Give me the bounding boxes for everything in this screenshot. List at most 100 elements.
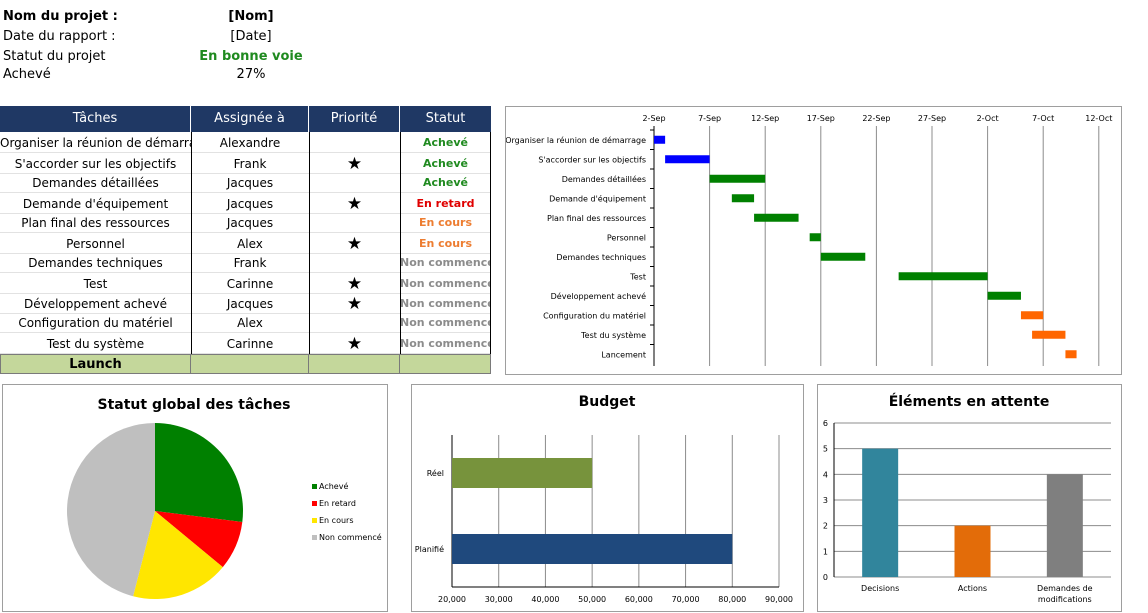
assignee-cell[interactable]: Jacques bbox=[191, 194, 309, 214]
priority-cell[interactable]: ★ bbox=[309, 334, 400, 354]
budget-x-tick-label: 80,000 bbox=[718, 595, 746, 604]
pending-y-tick-label: 5 bbox=[823, 445, 828, 454]
priority-star-icon: ★ bbox=[346, 194, 363, 214]
gantt-x-tick-label: 12-Oct bbox=[1085, 114, 1112, 123]
task-name-cell[interactable]: Demandes techniques bbox=[0, 253, 191, 273]
status-cell[interactable]: En cours bbox=[400, 234, 491, 254]
pending-y-tick-label: 6 bbox=[823, 419, 828, 428]
pending-category-label: modifications bbox=[1038, 595, 1092, 604]
gantt-x-tick-label: 2-Sep bbox=[642, 114, 665, 123]
report-date-label: Date du rapport : bbox=[3, 29, 116, 44]
gantt-task-bar bbox=[1032, 330, 1066, 339]
assignee-cell[interactable]: Jacques bbox=[191, 294, 309, 314]
legend-label: Achevé bbox=[319, 481, 348, 491]
launch-row-cell bbox=[400, 354, 491, 374]
budget-category-label: Planifié bbox=[415, 544, 444, 554]
task-name-cell[interactable]: Test bbox=[0, 274, 191, 294]
budget-bar bbox=[452, 534, 733, 564]
legend-swatch bbox=[312, 501, 317, 506]
gantt-task-bar bbox=[987, 291, 1021, 300]
pie-slice bbox=[155, 423, 243, 523]
status-cell[interactable]: Non commencé bbox=[400, 334, 491, 354]
priority-cell[interactable]: ★ bbox=[309, 194, 400, 214]
priority-cell[interactable]: ★ bbox=[309, 274, 400, 294]
gantt-task-label: Demande d'équipement bbox=[549, 193, 646, 203]
task-name-cell[interactable]: Organiser la réunion de démarrage bbox=[0, 133, 191, 153]
gantt-x-tick-label: 22-Sep bbox=[862, 114, 890, 123]
column-header-assignee[interactable]: Assignée à bbox=[191, 106, 309, 132]
budget-bar bbox=[452, 458, 593, 488]
task-name-cell[interactable]: Configuration du matériel bbox=[0, 313, 191, 333]
legend-swatch bbox=[312, 535, 317, 540]
priority-cell[interactable]: ★ bbox=[309, 234, 400, 254]
priority-cell[interactable]: ★ bbox=[309, 154, 400, 174]
status-cell[interactable]: En cours bbox=[400, 213, 491, 233]
pending-y-tick-label: 0 bbox=[823, 573, 828, 582]
priority-cell[interactable] bbox=[309, 173, 400, 193]
status-cell[interactable]: Non commencé bbox=[400, 274, 491, 294]
legend-swatch bbox=[312, 518, 317, 523]
assignee-cell[interactable]: Jacques bbox=[191, 213, 309, 233]
column-header-priority[interactable]: Priorité bbox=[309, 106, 400, 132]
table-divider bbox=[191, 132, 192, 374]
pending-items-panel: Éléments en attente 0 1 2 3 4 5 6 Decisions Actio… bbox=[817, 384, 1122, 612]
priority-star-icon: ★ bbox=[346, 154, 363, 174]
task-name-cell[interactable]: Développement achevé bbox=[0, 294, 191, 314]
column-header-tasks[interactable]: Tâches bbox=[0, 106, 191, 132]
pending-category-label: Demandes de bbox=[1037, 584, 1093, 593]
assignee-cell[interactable]: Jacques bbox=[191, 173, 309, 193]
assignee-cell[interactable]: Frank bbox=[191, 253, 309, 273]
status-pie-panel: Statut global des tâches Achevé En retard E… bbox=[2, 384, 388, 612]
priority-cell[interactable] bbox=[309, 133, 400, 153]
assignee-cell[interactable]: Frank bbox=[191, 154, 309, 174]
gantt-task-label: Organiser la réunion de démarrage bbox=[506, 135, 646, 145]
gantt-task-label: Plan final des ressources bbox=[547, 214, 646, 223]
status-cell[interactable]: Non commencé bbox=[400, 313, 491, 333]
pending-chart-title: Éléments en attente bbox=[889, 393, 1050, 410]
budget-chart-title: Budget bbox=[579, 394, 636, 410]
status-cell[interactable]: Achevé bbox=[400, 133, 491, 153]
task-name-cell[interactable]: Test du système bbox=[0, 334, 191, 354]
table-divider bbox=[490, 132, 491, 374]
budget-x-tick-label: 50,000 bbox=[578, 595, 606, 604]
gantt-task-bar bbox=[1065, 350, 1077, 359]
task-name-cell[interactable]: S'accorder sur les objectifs bbox=[0, 154, 191, 174]
gantt-chart: 2-Sep 7-Sep 12-Sep 17-Sep 22-Sep 27-Sep 2-Oct 7… bbox=[505, 114, 1112, 366]
assignee-cell[interactable]: Alexandre bbox=[191, 133, 309, 153]
budget-chart: Budget 20,000 30,000 40,000 50,000 60,000 70,0… bbox=[415, 394, 793, 604]
priority-cell[interactable] bbox=[309, 313, 400, 333]
task-name-cell[interactable]: Personnel bbox=[0, 234, 191, 254]
status-cell[interactable]: En retard bbox=[400, 194, 491, 214]
gantt-x-tick-label: 17-Sep bbox=[807, 114, 835, 123]
project-name-value[interactable]: [Nom] bbox=[228, 9, 274, 24]
task-name-cell[interactable]: Plan final des ressources bbox=[0, 213, 191, 233]
report-date-value[interactable]: [Date] bbox=[230, 29, 272, 44]
task-name-cell[interactable]: Demande d'équipement bbox=[0, 194, 191, 214]
column-header-status[interactable]: Statut bbox=[400, 106, 491, 132]
project-status-value[interactable]: En bonne voie bbox=[199, 49, 303, 64]
task-name-cell[interactable]: Demandes détaillées bbox=[0, 173, 191, 193]
budget-chart-panel: Budget 20,000 30,000 40,000 50,000 60,000 70,0… bbox=[411, 384, 804, 612]
assignee-cell[interactable]: Carinne bbox=[191, 274, 309, 294]
pending-category-label: Actions bbox=[958, 584, 987, 593]
priority-cell[interactable] bbox=[309, 253, 400, 273]
pie-slice bbox=[133, 511, 223, 599]
project-name-label: Nom du projet : bbox=[3, 9, 118, 24]
assignee-cell[interactable]: Carinne bbox=[191, 334, 309, 354]
status-cell[interactable]: Achevé bbox=[400, 173, 491, 193]
gantt-task-label: Configuration du matériel bbox=[543, 310, 646, 320]
gantt-task-bar bbox=[754, 213, 799, 222]
legend-swatch bbox=[312, 484, 317, 489]
status-cell[interactable]: Non commencé bbox=[400, 253, 491, 273]
priority-cell[interactable]: ★ bbox=[309, 294, 400, 314]
table-divider bbox=[400, 132, 401, 374]
status-cell[interactable]: Achevé bbox=[400, 154, 491, 174]
status-cell[interactable]: Non commencé bbox=[400, 294, 491, 314]
done-percent-value[interactable]: 27% bbox=[236, 67, 266, 82]
assignee-cell[interactable]: Alex bbox=[191, 234, 309, 254]
launch-row-label[interactable]: Launch bbox=[0, 354, 191, 374]
assignee-cell[interactable]: Alex bbox=[191, 313, 309, 333]
gantt-task-bar bbox=[820, 252, 866, 261]
priority-cell[interactable] bbox=[309, 213, 400, 233]
pie-slice bbox=[155, 511, 243, 568]
